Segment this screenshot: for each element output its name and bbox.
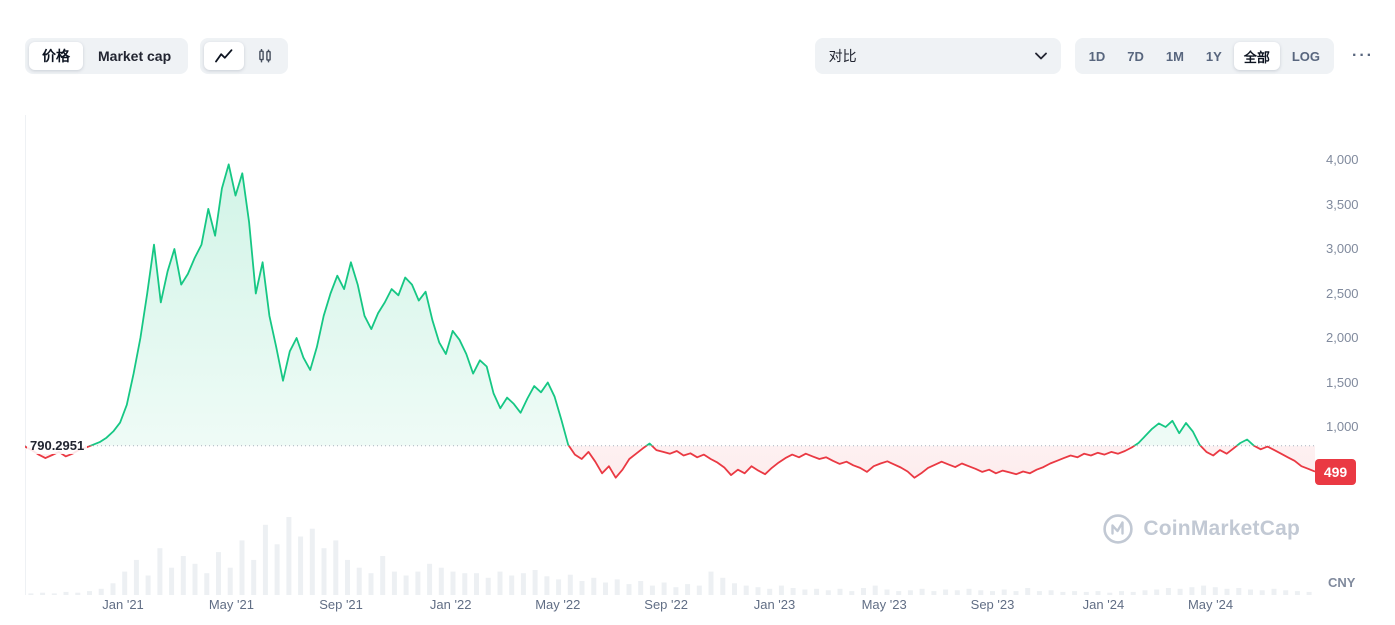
metric-tab-price[interactable]: 价格 — [29, 42, 83, 70]
metric-toggle-group: 价格 Market cap — [25, 38, 189, 74]
x-axis-label: Jan '23 — [753, 597, 796, 612]
y-axis-label: 3,000 — [1326, 241, 1359, 256]
baseline-price-label: 790.2951 — [27, 437, 88, 454]
area-above-baseline — [25, 164, 1315, 446]
x-axis-label: Jan '22 — [429, 597, 472, 612]
price-chart-canvas[interactable] — [25, 115, 1315, 595]
chart-type-toggle-group — [200, 38, 289, 74]
y-axis-label: 1,000 — [1326, 419, 1359, 434]
x-axis-label: Jan '24 — [1082, 597, 1125, 612]
x-axis-label: May '21 — [208, 597, 254, 612]
x-axis-label: Jan '21 — [102, 597, 144, 612]
currency-label: CNY — [1328, 575, 1356, 590]
metric-tab-market-cap[interactable]: Market cap — [85, 42, 184, 70]
more-options-button[interactable]: ··· — [1352, 47, 1374, 64]
watermark: CoinMarketCap — [1102, 513, 1300, 545]
range-tab-log[interactable]: LOG — [1282, 42, 1330, 70]
y-axis-label: 4,000 — [1326, 152, 1359, 167]
chevron-down-icon — [1034, 52, 1047, 60]
x-axis-label: May '23 — [861, 597, 907, 612]
x-axis-label: Sep '21 — [319, 597, 363, 612]
price-line-below — [25, 445, 1315, 479]
y-axis-label: 2,000 — [1326, 330, 1359, 345]
chart-toolbar: 价格 Market cap 对比 1D 7D 1M 1Y 全部 LOG ··· — [25, 38, 1378, 74]
y-axis-label: 2,500 — [1326, 285, 1359, 301]
current-price-badge: 499 — [1315, 458, 1356, 485]
area-below-baseline — [25, 445, 1315, 478]
x-axis-label: Sep '22 — [644, 597, 688, 612]
volume-bars — [28, 517, 1312, 595]
range-tab-7d[interactable]: 7D — [1117, 42, 1154, 70]
x-axis-label: May '24 — [1187, 597, 1234, 612]
range-tab-all[interactable]: 全部 — [1233, 42, 1280, 70]
y-axis-label: 1,500 — [1326, 374, 1359, 390]
price-line-above — [88, 163, 1268, 446]
range-tab-1d[interactable]: 1D — [1079, 42, 1116, 70]
range-tab-1m[interactable]: 1M — [1156, 42, 1194, 70]
range-toggle-group: 1D 7D 1M 1Y 全部 LOG — [1074, 38, 1335, 74]
coinmarketcap-logo-icon — [1102, 513, 1134, 545]
compare-dropdown[interactable]: 对比 — [814, 38, 1061, 74]
x-axis-label: May '22 — [535, 597, 581, 612]
line-chart-tab[interactable] — [204, 42, 245, 70]
watermark-text: CoinMarketCap — [1143, 517, 1300, 540]
compare-label: 对比 — [828, 48, 857, 64]
price-chart-plot[interactable] — [25, 115, 1315, 595]
x-axis-label: Sep '23 — [970, 597, 1015, 612]
range-tab-1y[interactable]: 1Y — [1196, 42, 1232, 70]
y-axis-label: 3,500 — [1326, 196, 1359, 212]
candlestick-chart-tab[interactable] — [246, 42, 284, 70]
